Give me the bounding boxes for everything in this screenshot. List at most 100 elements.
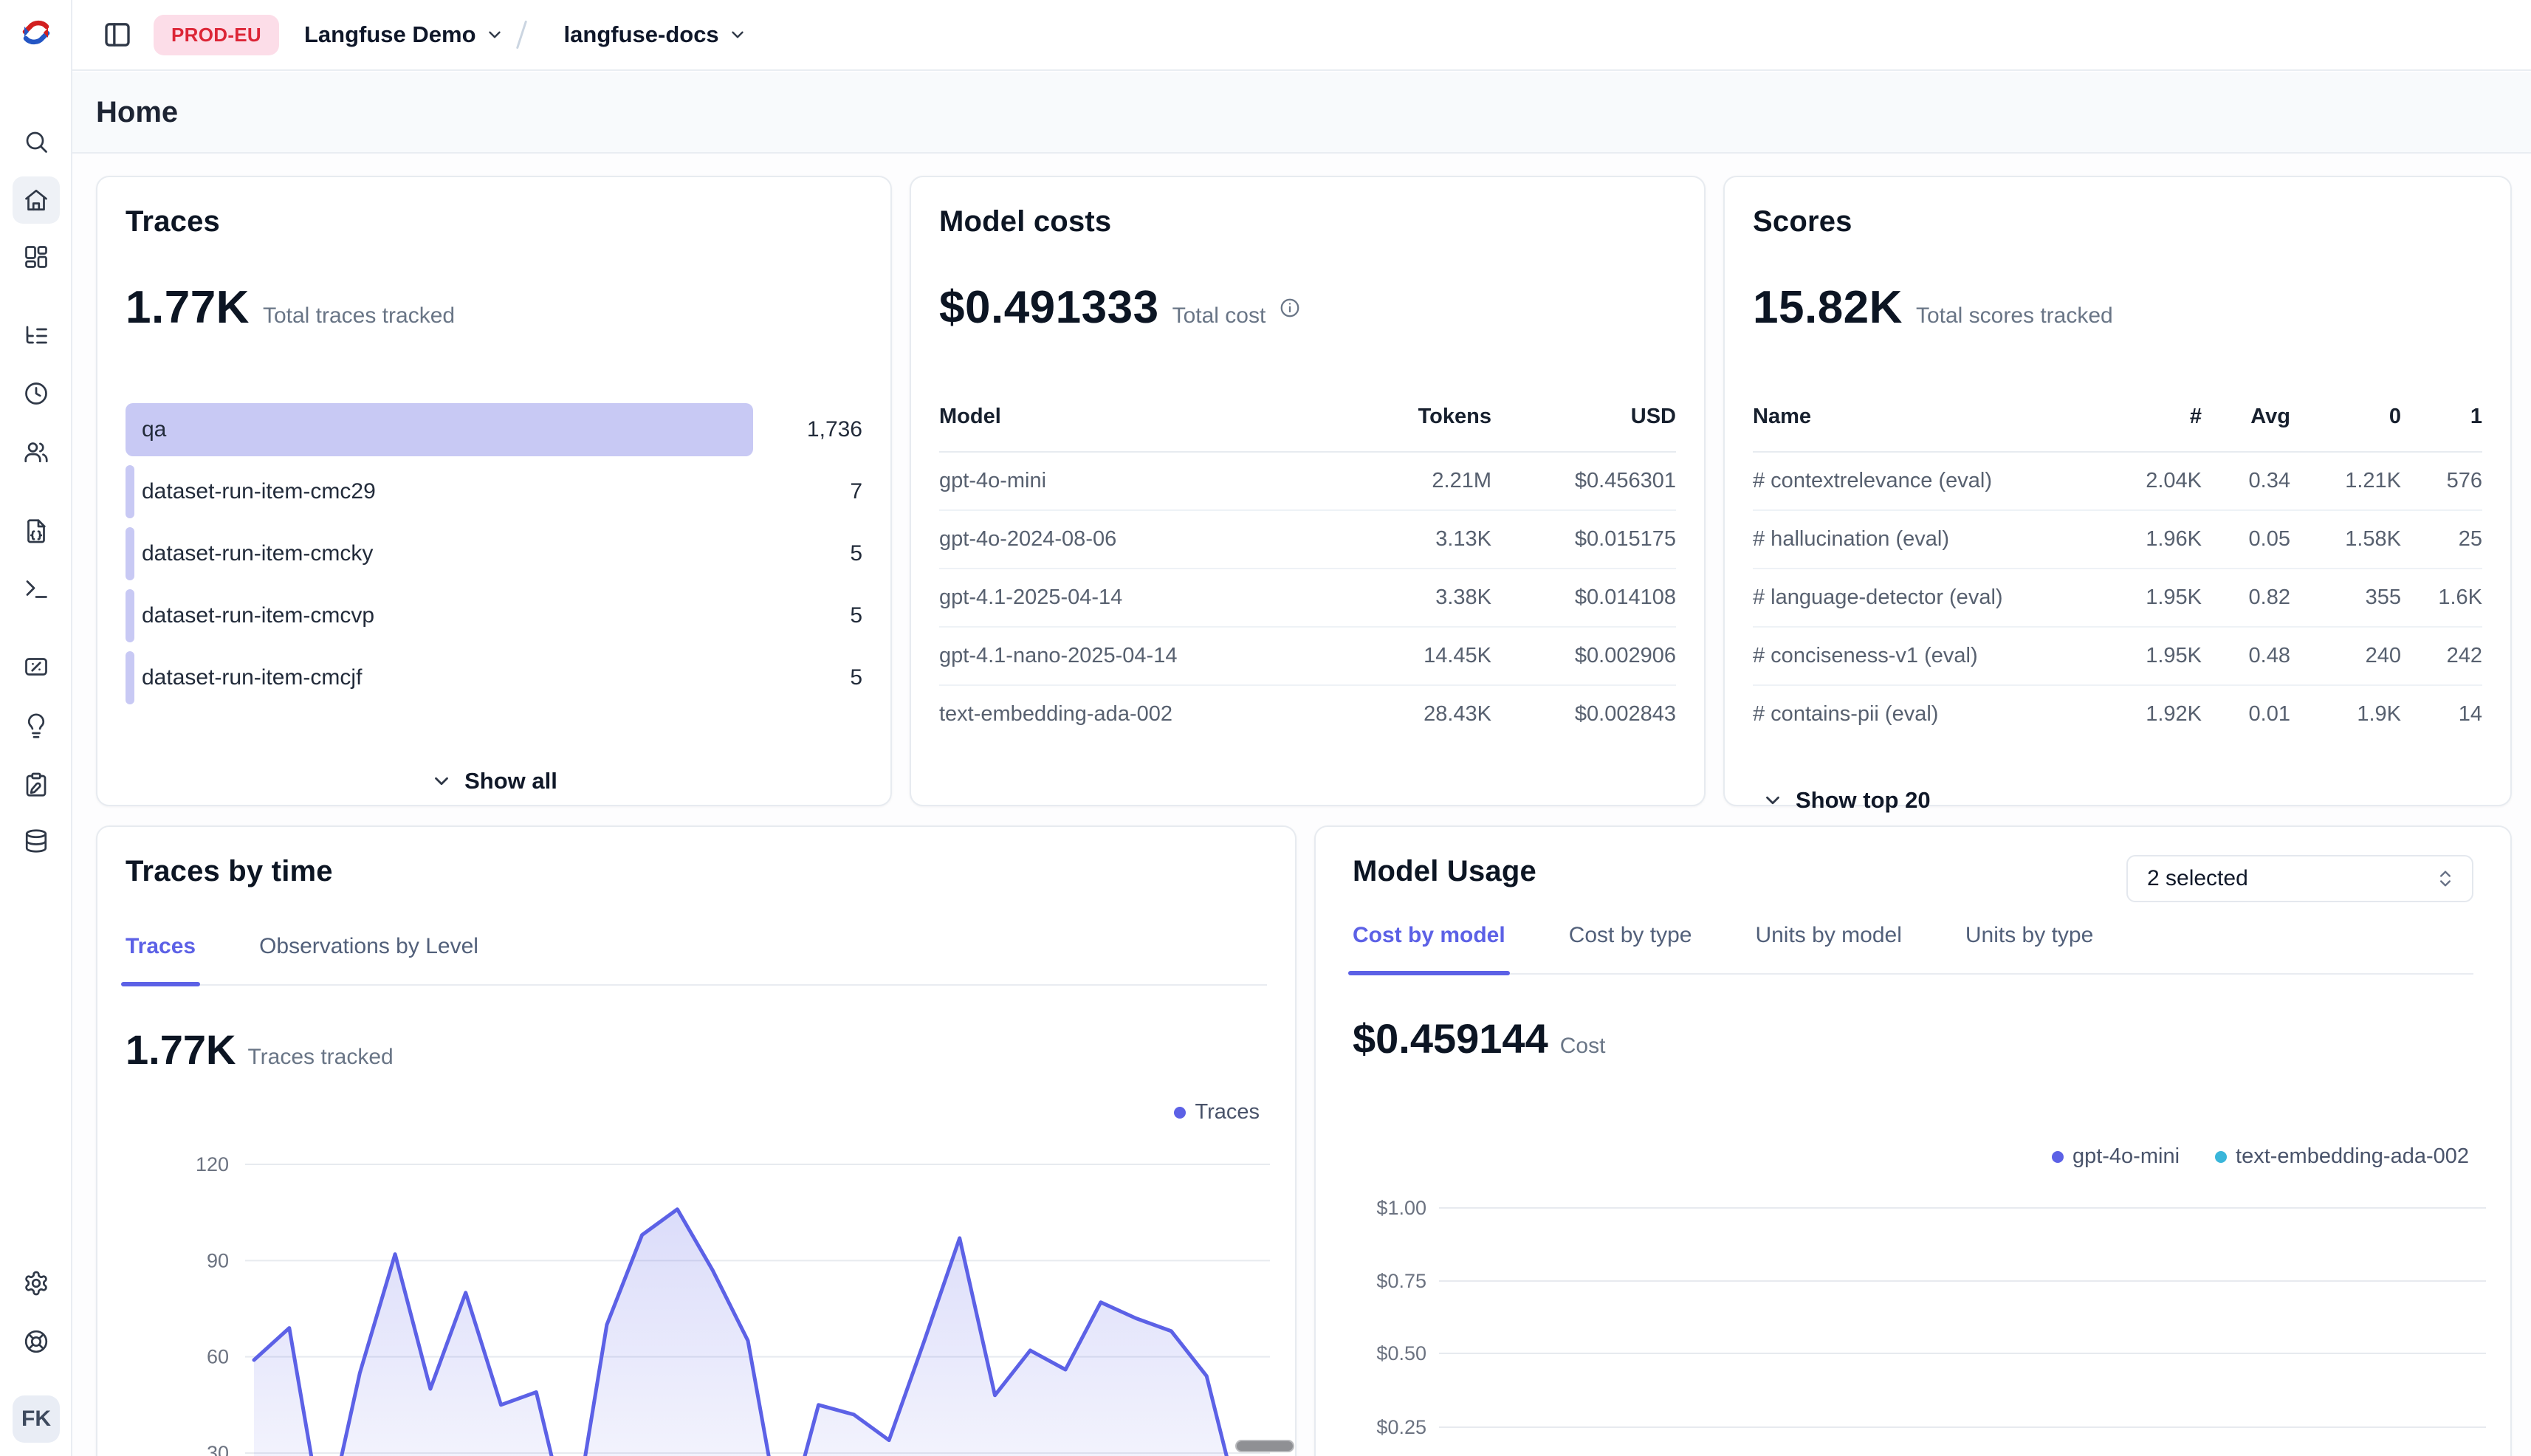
- trace-bar-row[interactable]: dataset-run-item-cmcvp 5: [126, 589, 862, 642]
- model-usage-card: Model Usage 2 selected Cost by model Cost…: [1314, 825, 2512, 1456]
- cell-one: 576: [2446, 469, 2482, 492]
- chevron-down-icon: [435, 777, 448, 786]
- show-top-20-button[interactable]: Show top 20: [1762, 787, 2482, 814]
- tracing-tree-icon[interactable]: [13, 312, 60, 360]
- playground-terminal-icon[interactable]: [13, 566, 60, 613]
- score-row[interactable]: # conciseness-v1 (eval) 1.95K 0.48 240 242: [1753, 628, 2482, 686]
- trace-bar-row[interactable]: dataset-run-item-cmcky 5: [126, 527, 862, 580]
- sidebar-toggle-icon[interactable]: [100, 18, 134, 52]
- model-cost-row[interactable]: gpt-4o-2024-08-06 3.13K $0.015175: [939, 511, 1676, 569]
- trace-bar-value: 1,736: [806, 417, 862, 442]
- cell-usd: $0.002843: [1574, 702, 1676, 726]
- sessions-clock-icon[interactable]: [13, 370, 60, 417]
- score-row[interactable]: # contextrelevance (eval) 2.04K 0.34 1.21K 5…: [1753, 453, 2482, 511]
- trace-bar-row[interactable]: qa 1,736: [126, 403, 862, 456]
- page-title: Home: [96, 95, 179, 128]
- breadcrumb-separator: [515, 20, 527, 49]
- model-costs-card: Model costs $0.491333 Total cost Model T…: [910, 176, 1706, 806]
- legend-gpt-4o-mini[interactable]: gpt-4o-mini: [2051, 1144, 2180, 1169]
- usage-cost-metric: $0.459144: [1353, 1015, 1548, 1062]
- scores-metric: 15.82K: [1753, 282, 1903, 333]
- evaluation-percent-icon[interactable]: [13, 643, 60, 690]
- score-row[interactable]: # language-detector (eval) 1.95K 0.82 355 1.…: [1753, 569, 2482, 628]
- tab-units-by-model[interactable]: Units by model: [1755, 923, 1902, 947]
- cell-count: 1.92K: [2146, 702, 2202, 726]
- trace-bar-value: 5: [850, 541, 862, 566]
- tab-traces[interactable]: Traces: [120, 934, 201, 986]
- project-breadcrumb[interactable]: langfuse-docs: [564, 21, 747, 48]
- environment-badge[interactable]: PROD-EU: [154, 14, 279, 55]
- cell-usd: $0.456301: [1574, 469, 1676, 492]
- svg-text:60: 60: [207, 1346, 229, 1368]
- tab-cost-by-type[interactable]: Cost by type: [1568, 923, 1692, 947]
- legend-Traces[interactable]: Traces: [1174, 1100, 1260, 1124]
- horizontal-scrollbar-thumb[interactable]: [1235, 1440, 1294, 1452]
- score-row[interactable]: # hallucination (eval) 1.96K 0.05 1.58K 25: [1753, 511, 2482, 569]
- score-row[interactable]: # contains-pii (eval) 1.92K 0.01 1.9K 14: [1753, 686, 2482, 743]
- trace-bar-label: dataset-run-item-cmcky: [142, 541, 374, 566]
- model-cost-row[interactable]: text-embedding-ada-002 28.43K $0.002843: [939, 686, 1676, 743]
- settings-gear-icon[interactable]: [13, 1260, 60, 1307]
- tab-cost-by-model[interactable]: Cost by model: [1348, 923, 1510, 975]
- info-icon[interactable]: [1279, 297, 1301, 319]
- svg-text:$0.75: $0.75: [1376, 1270, 1426, 1292]
- model-cost-row[interactable]: gpt-4.1-nano-2025-04-14 14.45K $0.002906: [939, 628, 1676, 686]
- cell-zero: 240: [2365, 644, 2401, 667]
- model-usage-tabs: Cost by model Cost by type Units by model U…: [1348, 923, 2473, 975]
- users-icon[interactable]: [13, 428, 60, 475]
- cell-tokens: 28.43K: [1424, 702, 1491, 726]
- trace-bar-row[interactable]: dataset-run-item-cmcjf 5: [126, 651, 862, 704]
- cell-model: gpt-4.1-2025-04-14: [939, 586, 1123, 609]
- model-filter-select[interactable]: 2 selected: [2126, 855, 2473, 902]
- cell-avg: 0.05: [2248, 527, 2290, 551]
- langfuse-logo-icon[interactable]: [20, 16, 52, 49]
- dashboards-icon[interactable]: [13, 233, 60, 281]
- org-breadcrumb[interactable]: Langfuse Demo: [304, 21, 504, 48]
- cell-count: 2.04K: [2146, 469, 2202, 492]
- usage-cost-label: Cost: [1559, 1034, 1606, 1058]
- cell-model: gpt-4o-2024-08-06: [939, 527, 1117, 551]
- svg-text:$0.25: $0.25: [1376, 1416, 1426, 1438]
- traces-tracked-metric: 1.77K: [126, 1026, 236, 1073]
- traces-total-metric: 1.77K: [126, 282, 250, 333]
- tab-units-by-type[interactable]: Units by type: [1965, 923, 2094, 947]
- model-cost-row[interactable]: gpt-4.1-2025-04-14 3.38K $0.014108: [939, 569, 1676, 628]
- model-cost-row[interactable]: gpt-4o-mini 2.21M $0.456301: [939, 453, 1676, 511]
- col-name: Name: [1753, 405, 1811, 428]
- trace-bar-value: 7: [850, 479, 862, 504]
- traces-by-time-tabs: Traces Observations by Level: [120, 934, 1267, 986]
- annotation-lightbulb-icon[interactable]: [13, 703, 60, 750]
- avatar[interactable]: FK: [13, 1395, 60, 1443]
- col-tokens: Tokens: [1418, 405, 1491, 428]
- traces-by-time-chart[interactable]: 120 90 60 30: [97, 1115, 1297, 1456]
- scores-label: Total scores tracked: [1915, 303, 2113, 328]
- trace-bar-row[interactable]: dataset-run-item-cmc29 7: [126, 465, 862, 518]
- search-icon[interactable]: [13, 118, 60, 165]
- support-lifebuoy-icon[interactable]: [13, 1318, 60, 1365]
- svg-text:$1.00: $1.00: [1376, 1197, 1426, 1219]
- tab-observations-by-level[interactable]: Observations by Level: [259, 934, 478, 958]
- page-header: Home: [72, 72, 2531, 154]
- traces-by-time-title: Traces by time: [126, 855, 333, 887]
- trace-bar-fill: [126, 465, 134, 518]
- cell-model: text-embedding-ada-002: [939, 702, 1172, 726]
- traces-tracked-label: Traces tracked: [247, 1045, 394, 1069]
- cell-tokens: 14.45K: [1424, 644, 1491, 667]
- model-usage-chart[interactable]: $1.00 $0.75 $0.50 $0.25: [1316, 1115, 2512, 1456]
- cell-one: 242: [2446, 644, 2482, 667]
- legend-text-embedding-ada-002[interactable]: text-embedding-ada-002: [2215, 1144, 2469, 1169]
- prompts-file-icon[interactable]: [13, 507, 60, 554]
- trace-bar-fill: [126, 651, 134, 704]
- cell-model: gpt-4.1-nano-2025-04-14: [939, 644, 1178, 667]
- cell-name: # hallucination (eval): [1753, 527, 1949, 551]
- home-icon[interactable]: [13, 176, 60, 224]
- show-all-button[interactable]: Show all: [430, 768, 557, 794]
- datasets-clipboard-icon[interactable]: [13, 761, 60, 808]
- cell-zero: 1.9K: [2357, 702, 2401, 726]
- chevron-down-icon: [731, 31, 743, 38]
- cell-one: 25: [2458, 527, 2482, 551]
- traces-card-title: Traces: [126, 205, 220, 238]
- cell-avg: 0.34: [2248, 469, 2290, 492]
- database-icon[interactable]: [13, 817, 60, 865]
- cell-avg: 0.48: [2248, 644, 2290, 667]
